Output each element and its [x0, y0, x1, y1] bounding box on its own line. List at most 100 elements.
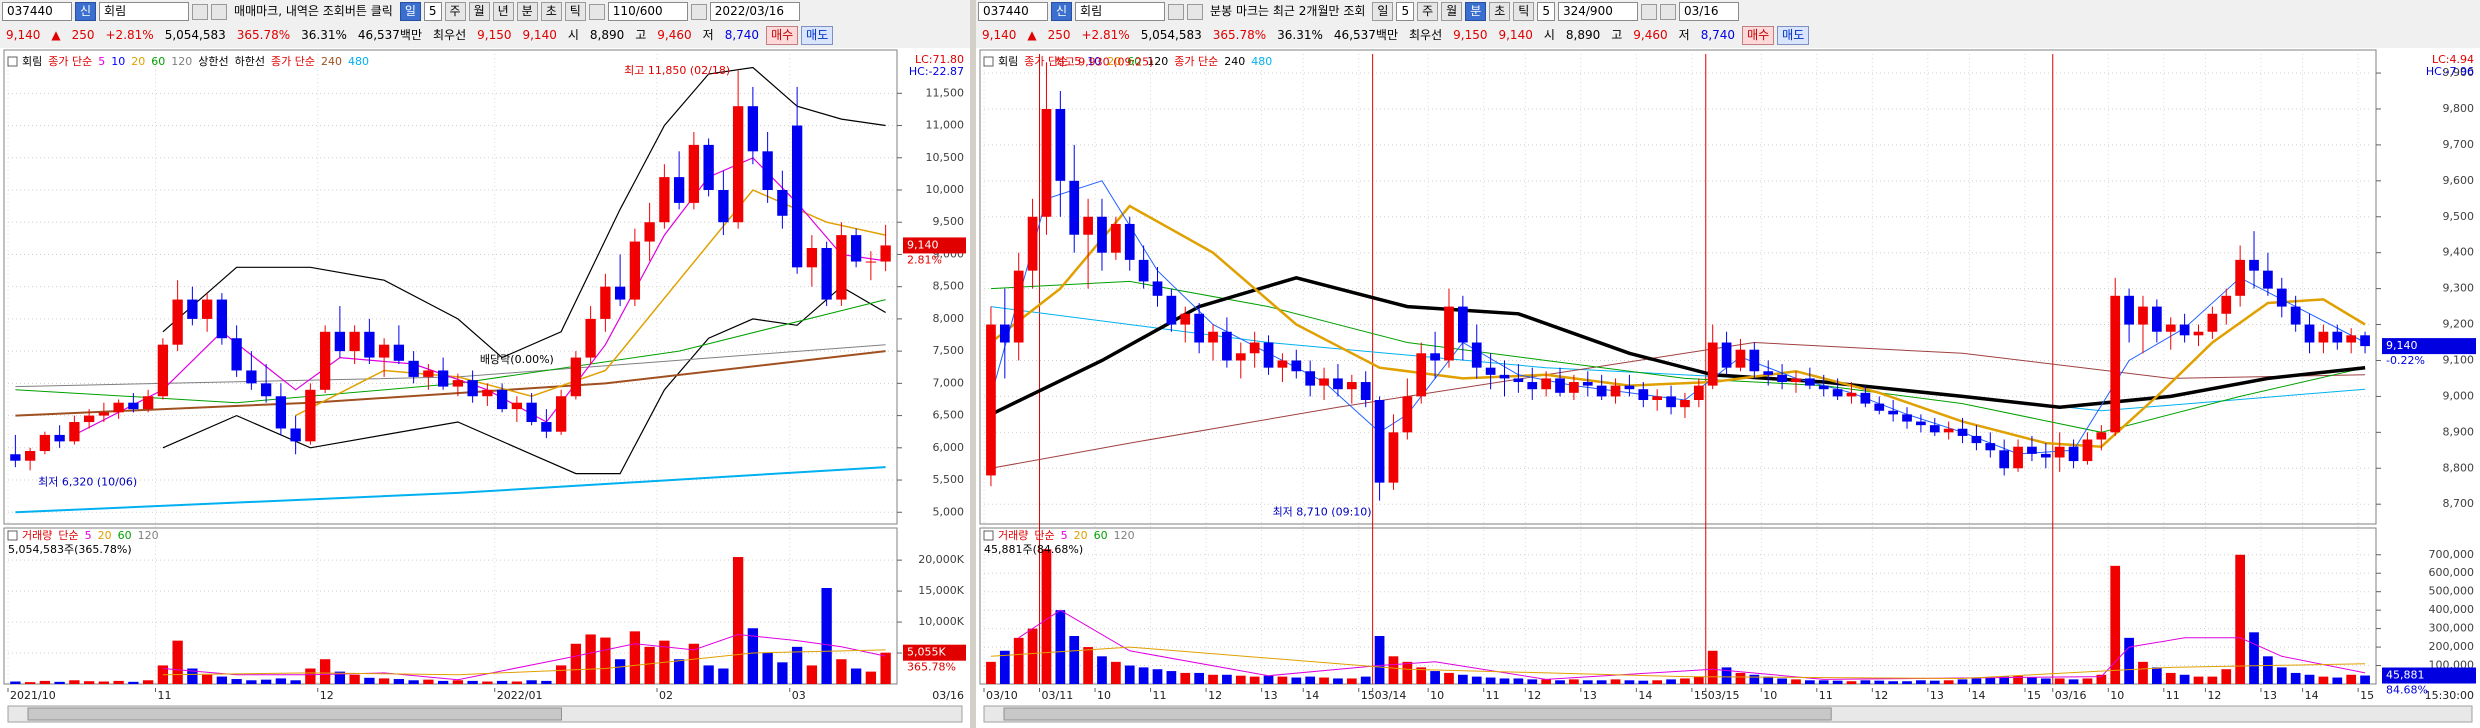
- candle-body: [1569, 382, 1579, 393]
- month[interactable]: 월: [468, 2, 490, 21]
- date[interactable]: 03/16: [1678, 2, 1739, 21]
- candle-body: [39, 434, 51, 452]
- candle-body: [1749, 349, 1760, 372]
- candle-body: [437, 370, 449, 387]
- legend-icon: [7, 530, 18, 541]
- candle-body: [718, 189, 729, 223]
- code[interactable]: 037440: [2, 2, 72, 21]
- scroll-thumb[interactable]: [27, 707, 562, 721]
- icon-button[interactable]: [192, 3, 209, 20]
- price-pane: [979, 49, 2377, 525]
- candle-body: [629, 241, 641, 300]
- volume-bar: [2290, 672, 2301, 684]
- y-tick-label: 8,700: [2443, 497, 2475, 510]
- count[interactable]: 324/900: [1557, 2, 1638, 21]
- volume-bar: [1735, 672, 1746, 684]
- name[interactable]: 회림: [1075, 2, 1166, 21]
- icon-button[interactable]: [690, 3, 707, 20]
- week[interactable]: 주: [444, 2, 466, 21]
- current-volume-box: [2382, 667, 2476, 684]
- second[interactable]: 초: [1489, 2, 1511, 21]
- buy[interactable]: 매수: [766, 26, 799, 45]
- week[interactable]: 주: [1417, 2, 1439, 21]
- sell[interactable]: 매도: [1777, 26, 1810, 45]
- volume-average-line: [162, 633, 886, 681]
- icon-button[interactable]: [211, 3, 228, 20]
- icon-button[interactable]: [588, 3, 605, 20]
- candle-body: [378, 344, 390, 358]
- scroll-thumb[interactable]: [1003, 707, 1832, 721]
- candle-body: [762, 151, 773, 190]
- period[interactable]: 일: [1372, 2, 1394, 21]
- candle-body: [69, 422, 80, 442]
- shin[interactable]: 신: [1051, 2, 1073, 21]
- legend-item: 5: [1061, 529, 1068, 542]
- candle-body: [2263, 270, 2273, 289]
- year[interactable]: 년: [492, 2, 514, 21]
- volume-bar: [865, 671, 877, 684]
- icon-button[interactable]: [1659, 3, 1676, 20]
- volume-bar: [747, 628, 759, 684]
- x-tick-label: 12: [1527, 689, 1541, 702]
- shin[interactable]: 신: [75, 2, 97, 21]
- volume-bar: [1749, 674, 1760, 684]
- second[interactable]: 초: [540, 2, 562, 21]
- volume-bar: [260, 679, 272, 684]
- volume-bar: [1513, 678, 1524, 684]
- candle-body: [2040, 453, 2051, 458]
- volume-bar: [1693, 676, 1704, 684]
- name[interactable]: 회림: [99, 2, 190, 21]
- tick[interactable]: 틱: [564, 2, 586, 21]
- volume-bar: [1180, 672, 1191, 684]
- candle-body: [1874, 403, 1885, 411]
- candle-body: [1222, 331, 1232, 361]
- period[interactable]: 일: [399, 2, 421, 21]
- n[interactable]: 5: [423, 2, 442, 21]
- volume-bar: [128, 681, 139, 684]
- buy[interactable]: 매수: [1742, 26, 1775, 45]
- volume-bar: [1582, 680, 1593, 684]
- icon-button[interactable]: [1640, 3, 1657, 20]
- legend-item: 10: [1087, 55, 1101, 68]
- tick[interactable]: 틱: [1513, 2, 1535, 21]
- interval[interactable]: 5: [1537, 2, 1555, 21]
- candle-body: [2124, 295, 2134, 325]
- chart: 5,000 5,500 6,000 6,500 7,000 7,500 8,000 8,500…: [0, 48, 970, 728]
- turnover: 36.31%: [1277, 28, 1323, 42]
- count[interactable]: 110/600: [607, 2, 688, 21]
- volume-bar: [142, 680, 154, 684]
- legend-item: 480: [348, 55, 369, 68]
- candle-body: [541, 422, 552, 432]
- volume-bar: [1596, 680, 1607, 684]
- icon-button[interactable]: [1168, 3, 1185, 20]
- minute[interactable]: 분: [516, 2, 538, 21]
- code[interactable]: 037440: [978, 2, 1048, 21]
- legend-item: 5: [85, 529, 92, 542]
- n[interactable]: 5: [1396, 2, 1415, 21]
- toolbar-row: 9,140 ▲ 250 +2.81% 5,054,583 365.78% 36.31% 46,…: [978, 25, 2478, 46]
- candle-body: [113, 402, 124, 413]
- y-tick-label: 500,000: [2429, 585, 2475, 598]
- volume-bar: [2027, 677, 2037, 684]
- volume-bar: [113, 680, 124, 684]
- open: 8,890: [1565, 28, 1601, 42]
- x-tick-label: 10: [1763, 689, 1777, 702]
- candle-body: [482, 389, 493, 397]
- volume-bar: [1485, 677, 1496, 684]
- volume-bar: [986, 661, 996, 684]
- volume-bar: [1055, 610, 1066, 684]
- candle-body: [2193, 331, 2204, 336]
- minute[interactable]: 분: [1465, 2, 1487, 21]
- date[interactable]: 2022/03/16: [709, 2, 800, 21]
- candle-body: [1097, 216, 1107, 253]
- candle-body: [999, 324, 1010, 343]
- volume-bar: [2193, 676, 2204, 684]
- candle-body: [791, 125, 803, 268]
- volume-bar: [452, 680, 464, 684]
- volume-bar: [1388, 656, 1399, 684]
- month[interactable]: 월: [1441, 2, 1463, 21]
- candle-body: [2235, 259, 2245, 296]
- volume-bar: [806, 665, 818, 684]
- icon-button[interactable]: [1187, 3, 1204, 20]
- sell[interactable]: 매도: [801, 26, 834, 45]
